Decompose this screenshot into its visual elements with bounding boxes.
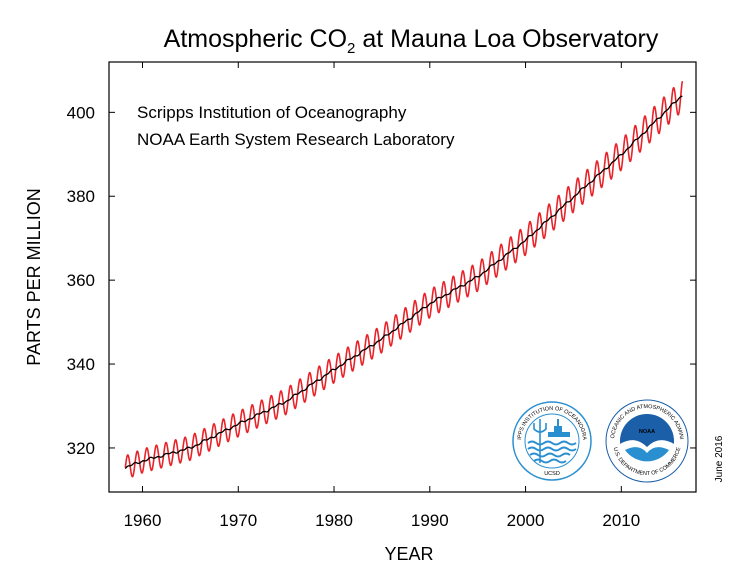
y-axis-label: PARTS PER MILLION — [24, 188, 44, 365]
x-tick-label: 1980 — [315, 511, 353, 530]
y-tick-label: 320 — [67, 439, 95, 458]
y-tick-label: 400 — [67, 103, 95, 122]
annotation-noaa: NOAA Earth System Research Laboratory — [137, 130, 455, 149]
x-tick-label: 2010 — [602, 511, 640, 530]
svg-text:UCSD: UCSD — [544, 471, 560, 477]
x-tick-label: 2000 — [507, 511, 545, 530]
plot-frame — [108, 61, 697, 493]
annotation-scripps: Scripps Institution of Oceanography — [137, 103, 407, 122]
chart-title: Atmospheric CO2 at Mauna Loa Observatory — [164, 25, 659, 57]
x-tick-label: 1970 — [219, 511, 257, 530]
date-note: June 2016 — [714, 435, 725, 482]
series-layer — [124, 81, 684, 478]
y-tick-label: 360 — [67, 271, 95, 290]
x-axis-label: YEAR — [384, 544, 433, 564]
monthly-series-line — [124, 81, 684, 478]
noaa-seal-logo: NATIONAL OCEANIC AND ATMOSPHERIC ADMINIS… — [605, 399, 689, 483]
x-tick-label: 1990 — [411, 511, 449, 530]
y-tick-label: 340 — [67, 355, 95, 374]
x-tick-label: 1960 — [124, 511, 162, 530]
y-tick-label: 380 — [67, 187, 95, 206]
svg-text:NOAA: NOAA — [639, 429, 655, 435]
trend-series-line — [124, 95, 683, 470]
axis-ticks: 1960 1970 1980 1990 2000 2010 320 340 360 380 400 — [67, 62, 696, 530]
scripps-seal-logo: SCRIPPS INSTITUTION OF OCEANOGRAPHY UCSD — [512, 401, 592, 481]
